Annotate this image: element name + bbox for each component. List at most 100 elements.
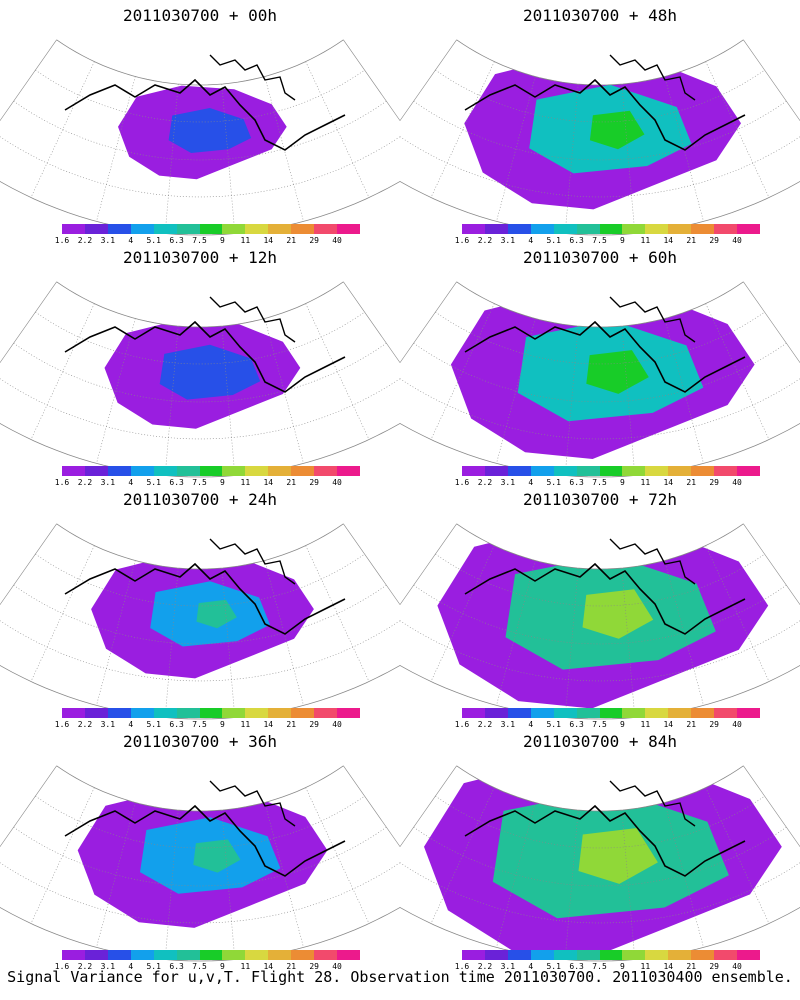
variance-field <box>77 789 328 928</box>
colorbar-segment <box>130 224 155 234</box>
colorbar-tick-label: 1.6 <box>54 236 70 245</box>
colorbar-segment <box>62 224 86 234</box>
latitude-line <box>56 39 344 86</box>
colorbar-tick-label: 40 <box>332 478 342 487</box>
latitude-line <box>13 342 387 403</box>
variance-map <box>0 523 400 720</box>
colorbar-tick-label: 5.1 <box>546 478 561 487</box>
colorbar-tick-label: 7.5 <box>192 478 207 487</box>
colorbar: 1.6 2.2 3.1 4 5.1 6.3 7.5 9 11 14 21 29 40 <box>55 950 361 971</box>
colorbar-segment <box>484 466 509 476</box>
colorbar-tick-label: 1.6 <box>54 720 70 729</box>
meridian-line <box>0 39 57 122</box>
colorbar-segment <box>199 466 223 476</box>
colorbar-tick-label: 40 <box>732 236 742 245</box>
coastline <box>209 296 296 343</box>
meridian-line <box>164 84 179 234</box>
colorbar-tick-label: 6.3 <box>169 720 184 729</box>
colorbar-tick-label: 7.5 <box>592 236 607 245</box>
colorbar-segment <box>530 466 555 476</box>
colorbar-tick-label: 11 <box>240 962 251 971</box>
colorbar-segment <box>691 950 715 960</box>
colorbar-tick-label: 21 <box>686 720 697 729</box>
coastline <box>464 804 746 877</box>
coastline <box>609 780 696 827</box>
latitude-line <box>13 100 387 161</box>
colorbar-segment <box>576 466 601 476</box>
colorbar-tick-label: 1.6 <box>454 720 470 729</box>
colorbar-tick-label: 3.1 <box>500 236 516 245</box>
forecast-panel-48h: 2011030700 + 48h 1.6 2.2 3.1 4 5.1 6.3 7.5 9 11 14… <box>400 0 800 245</box>
colorbar-segment <box>107 466 132 476</box>
colorbar-segment <box>668 950 692 960</box>
colorbar-tick-label: 4 <box>128 720 134 729</box>
colorbar-tick-label: 11 <box>640 962 651 971</box>
colorbar-segment <box>530 224 555 234</box>
colorbar-segment <box>507 466 532 476</box>
panel-title: 2011030700 + 72h <box>522 490 678 509</box>
meridian-line <box>221 84 236 234</box>
colorbar-segment <box>599 224 623 234</box>
colorbar-tick-label: 5.1 <box>146 962 161 971</box>
latitude-line <box>13 584 387 645</box>
colorbar-segment <box>484 950 509 960</box>
colorbar-tick-label: 9 <box>620 478 625 487</box>
meridian-line <box>743 281 800 364</box>
meridian-line <box>30 61 95 198</box>
colorbar-segment <box>553 950 578 960</box>
meridian-line <box>564 84 579 234</box>
variance-map <box>0 765 400 962</box>
colorbar-segment <box>199 224 223 234</box>
colorbar-segment <box>222 224 246 234</box>
colorbar-segment <box>245 950 269 960</box>
colorbar-segment <box>737 950 761 960</box>
colorbar-segment <box>337 708 361 718</box>
meridian-line <box>0 281 57 364</box>
colorbar-segment <box>176 708 201 718</box>
colorbar: 1.6 2.2 3.1 4 5.1 6.3 7.5 9 11 14 21 29 40 <box>455 950 761 971</box>
colorbar-segment <box>84 224 109 234</box>
colorbar-segment <box>714 950 738 960</box>
colorbar: 1.6 2.2 3.1 4 5.1 6.3 7.5 9 11 14 21 29 40 <box>455 466 761 487</box>
colorbar-tick-label: 6.3 <box>169 962 184 971</box>
colorbar-tick-label: 3.1 <box>100 720 116 729</box>
colorbar-tick-label: 1.6 <box>454 478 470 487</box>
colorbar-segment <box>268 224 292 234</box>
colorbar-segment <box>484 708 509 718</box>
colorbar-tick-label: 21 <box>686 478 697 487</box>
colorbar-segment <box>599 708 623 718</box>
colorbar-segment <box>245 708 269 718</box>
coastline <box>209 538 296 585</box>
colorbar-tick-label: 29 <box>709 478 719 487</box>
colorbar-tick-label: 29 <box>309 236 319 245</box>
colorbar-segment <box>107 224 132 234</box>
colorbar-tick-label: 3.1 <box>100 478 116 487</box>
colorbar-segment <box>530 708 555 718</box>
colorbar-segment <box>130 708 155 718</box>
latitude-line <box>413 584 787 645</box>
colorbar-tick-label: 2.2 <box>77 236 93 245</box>
forecast-panel-24h: 2011030700 + 24h 1.6 2.2 3.1 4 5.1 6.3 7.5 9 11 14… <box>0 484 400 729</box>
colorbar-segment <box>314 466 338 476</box>
colorbar-segment <box>291 708 315 718</box>
colorbar: 1.6 2.2 3.1 4 5.1 6.3 7.5 9 11 14 21 29 40 <box>455 224 761 245</box>
meridian-line <box>343 39 400 122</box>
colorbar-segment <box>337 466 361 476</box>
panel-title: 2011030700 + 24h <box>122 490 278 509</box>
meridian-line <box>743 39 800 122</box>
meridian-line <box>30 303 95 440</box>
colorbar-tick-label: 29 <box>309 962 319 971</box>
meridian-line <box>400 523 457 606</box>
coastline <box>609 54 696 101</box>
colorbar-tick-label: 1.6 <box>454 962 470 971</box>
latitude-line <box>400 664 800 720</box>
meridian-line <box>343 281 400 364</box>
panel-title: 2011030700 + 60h <box>522 248 678 267</box>
meridian-line <box>0 765 57 848</box>
forecast-panel-60h: 2011030700 + 60h 1.6 2.2 3.1 4 5.1 6.3 7.5 9 11 14… <box>400 242 800 487</box>
colorbar-segment <box>691 224 715 234</box>
colorbar-tick-label: 2.2 <box>77 478 93 487</box>
panel-title: 2011030700 + 36h <box>122 732 278 751</box>
colorbar: 1.6 2.2 3.1 4 5.1 6.3 7.5 9 11 14 21 29 40 <box>55 708 361 729</box>
colorbar-segment <box>176 950 201 960</box>
